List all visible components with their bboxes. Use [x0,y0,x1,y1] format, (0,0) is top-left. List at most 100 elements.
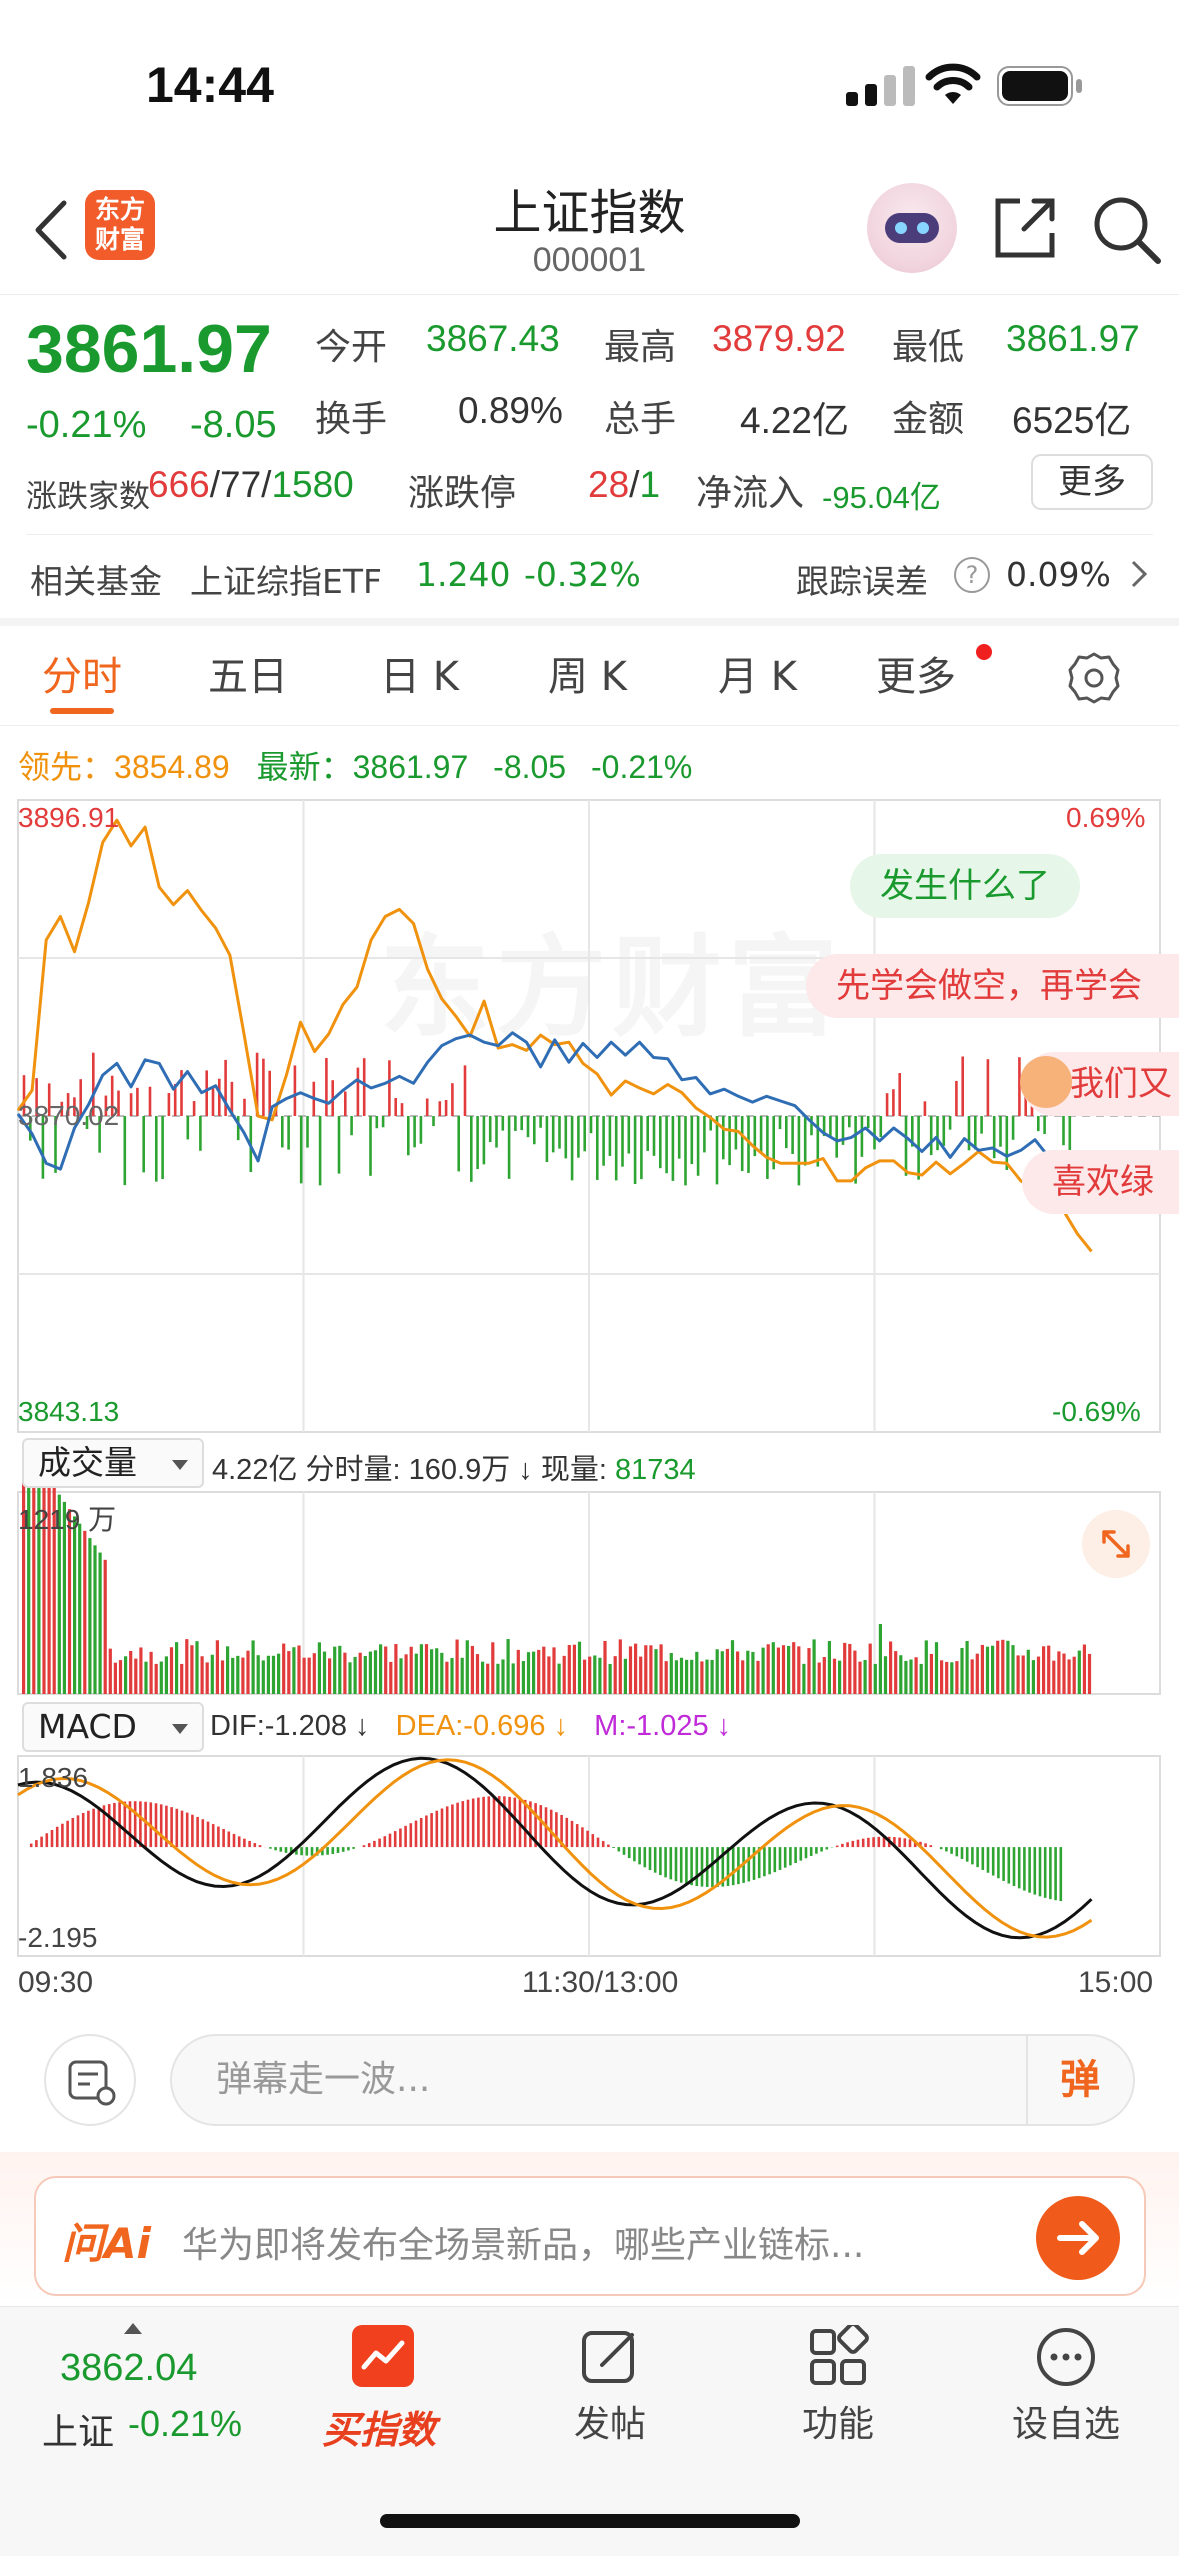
macd-summary: DIF:-1.208 ↓ DEA:-0.696 ↓ M:-1.025 ↓ [210,1710,731,1743]
volume-bar [241,1657,245,1694]
volume-selector-label: 成交量 [38,1443,137,1482]
y-axis-top-pct: 0.69% [1066,802,1146,833]
intraday-chart[interactable] [0,0,1179,2000]
fund-pct: -0.32% [524,555,641,594]
macd-selector[interactable]: MACD [22,1702,204,1752]
mini-quote-value[interactable]: 3862.04 [60,2347,198,2389]
related-fund-row[interactable]: 相关基金 上证综指ETF 1.240 -0.32% 跟踪误差 ? 0.09% [26,534,1153,604]
mini-quote-name[interactable]: 上证 [42,2412,115,2453]
volume-bar [577,1641,582,1694]
search-icon[interactable] [1090,193,1162,265]
volume-bar [878,1624,882,1694]
volume-bar [384,1646,388,1694]
fund-name: 上证综指ETF [190,562,382,601]
tracking-value: 0.09% [1006,555,1111,594]
volume-bar [363,1656,367,1694]
change-percent: -0.21% [26,404,147,446]
chart-info-line: 领先：3854.89 最新：3861.97 -8.05 -0.21% [18,742,692,788]
section-divider [0,618,1179,626]
volume-bar [37,1465,41,1694]
volume-bar [771,1642,775,1694]
buy-index-button[interactable]: 买指数 [322,2408,437,2452]
post-button[interactable]: 发帖 [574,2404,647,2445]
macd-selector-label: MACD [38,1707,137,1746]
danmaku-input[interactable]: 弹幕走一波... [170,2034,1135,2126]
volume-bar [333,1646,337,1694]
share-icon[interactable] [990,193,1060,263]
chevron-right-icon [1131,560,1148,588]
volume-selector[interactable]: 成交量 [22,1438,204,1488]
volume-bar [129,1650,133,1694]
lead-value: 3854.89 [114,749,230,785]
volume-summary: 4.22亿 分时量: 160.9万 ↓ 现量: 81734 [212,1454,696,1486]
macd-dif: DIF:-1.208 ↓ [210,1710,370,1742]
danmaku-bubble[interactable]: 发生什么了 [850,854,1080,918]
volume-bar [797,1646,801,1694]
volume-bar [1021,1655,1025,1694]
grid-functions-icon[interactable] [806,2325,870,2389]
tab-intraday[interactable]: 分时 [42,654,122,700]
back-arrow-icon[interactable] [26,195,76,265]
volume-bar [1042,1646,1046,1694]
volume-bar [322,1651,327,1694]
volume-bar [715,1649,719,1694]
ai-robot-icon[interactable] [867,183,957,273]
volume-bar [746,1650,750,1694]
mini-quote-pct[interactable]: -0.21% [128,2403,243,2444]
gear-icon[interactable] [1068,652,1120,704]
volume-bar [113,1662,117,1694]
volume-bar [1026,1649,1030,1694]
volume-bar [669,1652,673,1694]
volume-bar [307,1657,311,1694]
volume-bar [103,1559,107,1694]
eastmoney-logo[interactable]: 东方 财富 [85,190,155,260]
ai-question-banner[interactable]: 问Ai 华为即将发布全场景新品，哪些产业链标... [34,2176,1146,2296]
more-circle-icon[interactable] [1034,2325,1098,2389]
volume-bar [52,1487,56,1694]
danmaku-bubble[interactable]: 先学会做空，再学会 [806,954,1179,1018]
volume-bar [373,1650,378,1694]
quote-panel: 3861.97 -0.21% -8.05 今开 3867.43 最高 3879.… [0,296,1179,616]
trend-chart-icon[interactable] [352,2325,414,2387]
volume-bar [695,1651,699,1694]
tab-monthly-k[interactable]: 月 K [718,654,797,700]
arrow-right-icon[interactable] [1036,2196,1120,2280]
low-label: 最低 [892,327,965,368]
expand-icon[interactable] [1082,1510,1150,1578]
add-watchlist-button[interactable]: 设自选 [1012,2404,1121,2445]
more-button[interactable]: 更多 [1031,454,1153,510]
tab-weekly-k[interactable]: 周 K [548,654,627,700]
tab-more[interactable]: 更多 [876,654,956,700]
functions-button[interactable]: 功能 [802,2404,875,2445]
breadth-flat: 77 [220,464,262,505]
volume-bar [246,1650,250,1694]
netflow-value: -95.04亿 [822,480,941,515]
volume-bar [455,1639,459,1694]
limit-values: 28/1 [588,464,661,505]
volume-bar [338,1645,342,1694]
tab-daily-k[interactable]: 日 K [380,654,459,700]
danmaku-send-button[interactable]: 弹 [1026,2036,1132,2124]
battery-icon [997,66,1082,106]
volume-bar [960,1647,964,1694]
breadth-label: 涨跌家数 [26,479,150,515]
volume-bar [537,1649,541,1694]
latest-pct: -0.21% [590,749,693,785]
volume-bar [98,1552,102,1694]
volume-bar [404,1654,408,1694]
limit-label: 涨跌停 [408,473,517,514]
edit-post-icon[interactable] [578,2325,642,2389]
danmaku-bubble[interactable]: 喜欢绿 [1022,1150,1179,1214]
low-value: 3861.97 [1006,318,1140,359]
volume-bar [613,1656,617,1694]
y-axis-top: 3896.91 [18,802,120,833]
volume-bar [414,1653,418,1694]
tab-five-day[interactable]: 五日 [208,654,288,700]
volume-bar [282,1643,286,1694]
chart-tabs: 分时 五日 日 K 周 K 月 K 更多 [0,626,1179,726]
volume-bar [159,1661,163,1694]
volume-bar [1067,1659,1071,1694]
danmaku-settings-icon[interactable] [44,2034,136,2126]
help-icon[interactable]: ? [954,557,990,593]
